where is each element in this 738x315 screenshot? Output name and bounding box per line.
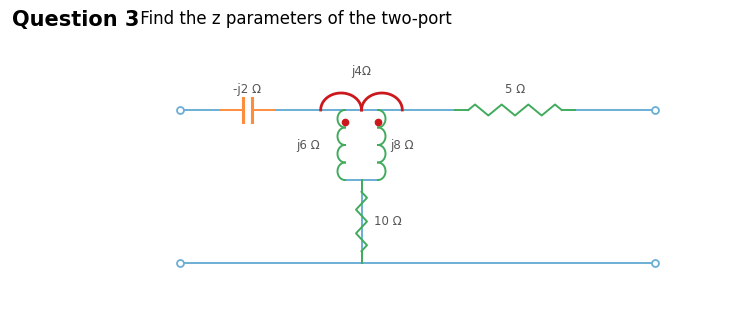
Text: 5 Ω: 5 Ω (505, 83, 525, 96)
Text: j4Ω: j4Ω (351, 65, 371, 78)
Text: 10 Ω: 10 Ω (373, 215, 401, 228)
Text: j6 Ω: j6 Ω (296, 139, 320, 152)
Text: Find the z parameters of the two-port: Find the z parameters of the two-port (135, 10, 452, 28)
Text: j8 Ω: j8 Ω (390, 139, 413, 152)
Text: -j2 Ω: -j2 Ω (233, 83, 261, 96)
Text: Question 3: Question 3 (12, 10, 139, 30)
